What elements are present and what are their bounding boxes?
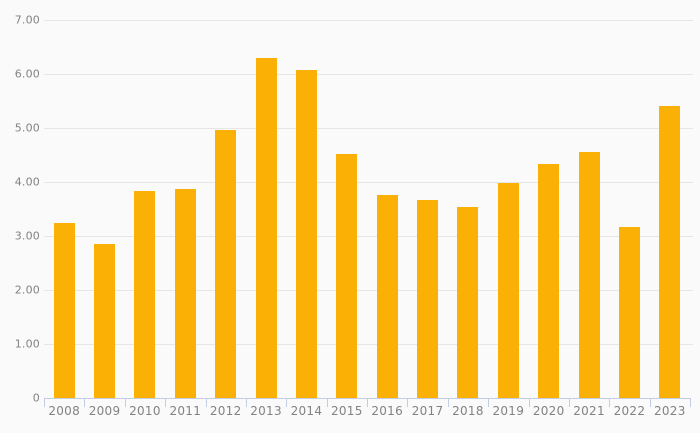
x-axis-tick	[568, 398, 570, 407]
gridline	[44, 128, 693, 129]
x-axis-label-2011: 2011	[169, 404, 202, 418]
bar-2012[interactable]	[215, 130, 237, 398]
bar-2019[interactable]	[497, 183, 519, 398]
bar-2015[interactable]	[336, 153, 358, 398]
x-axis-label-2020: 2020	[532, 404, 565, 418]
gridline	[44, 182, 693, 183]
bar-2014[interactable]	[295, 69, 317, 398]
bar-2020[interactable]	[538, 163, 560, 398]
y-axis-tick-label: 7.00	[14, 13, 40, 27]
y-axis-tick-label: 4.00	[14, 175, 40, 189]
y-axis-tick-label: 6.00	[14, 67, 40, 81]
x-axis-label-2023: 2023	[653, 404, 686, 418]
bar-2017[interactable]	[417, 199, 439, 398]
x-axis-label-2017: 2017	[411, 404, 444, 418]
x-axis-label-2009: 2009	[88, 404, 121, 418]
gridline	[44, 344, 693, 345]
x-axis-tick	[407, 398, 409, 407]
bar-2018[interactable]	[457, 207, 479, 398]
y-axis-tick-label: 1.00	[14, 337, 40, 351]
y-axis-tick-label: 0	[32, 391, 40, 405]
bar-2022[interactable]	[618, 227, 640, 398]
bar-2008[interactable]	[53, 223, 75, 398]
x-axis-label-2021: 2021	[573, 404, 605, 418]
x-axis-label-2019: 2019	[492, 404, 525, 418]
x-axis-tick	[124, 398, 126, 407]
x-axis-tick	[205, 398, 207, 407]
x-axis-tick	[165, 398, 167, 407]
x-axis-tick	[44, 398, 45, 407]
x-axis-tick	[245, 398, 247, 407]
x-axis-tick	[286, 398, 288, 407]
y-axis-tick-label: 2.00	[14, 283, 40, 297]
bar-2009[interactable]	[94, 244, 116, 398]
bar-2013[interactable]	[255, 57, 277, 398]
x-axis-tick	[84, 398, 86, 407]
bar-2010[interactable]	[134, 190, 156, 398]
bar-2023[interactable]	[659, 105, 681, 398]
y-axis-tick-label: 3.00	[14, 229, 40, 243]
gridline	[44, 74, 693, 75]
x-axis-tick	[367, 398, 368, 407]
x-axis-tick	[609, 398, 611, 407]
x-axis-label-2022: 2022	[613, 404, 646, 418]
gridline	[44, 290, 693, 291]
x-axis-label-2008: 2008	[48, 404, 81, 418]
x-axis-label-2015: 2015	[330, 404, 363, 418]
x-axis-tick	[690, 398, 691, 407]
bar-2021[interactable]	[578, 151, 600, 398]
x-axis-label-2013: 2013	[250, 404, 282, 418]
bar-2016[interactable]	[376, 194, 398, 398]
x-axis-tick	[488, 398, 490, 407]
x-axis-tick	[649, 398, 651, 407]
x-axis-label-2010: 2010	[129, 404, 161, 418]
x-axis-tick	[528, 398, 530, 407]
x-axis-label-2016: 2016	[371, 404, 404, 418]
x-axis-tick	[447, 398, 449, 407]
x-axis-tick	[326, 398, 328, 407]
x-axis-label-2018: 2018	[452, 404, 484, 418]
x-axis-label-2012: 2012	[209, 404, 242, 418]
gridline	[44, 236, 693, 237]
gridline	[44, 20, 693, 21]
y-axis-tick-label: 5.00	[14, 121, 40, 135]
x-axis-label-2014: 2014	[290, 404, 323, 418]
bar-2011[interactable]	[174, 189, 196, 398]
